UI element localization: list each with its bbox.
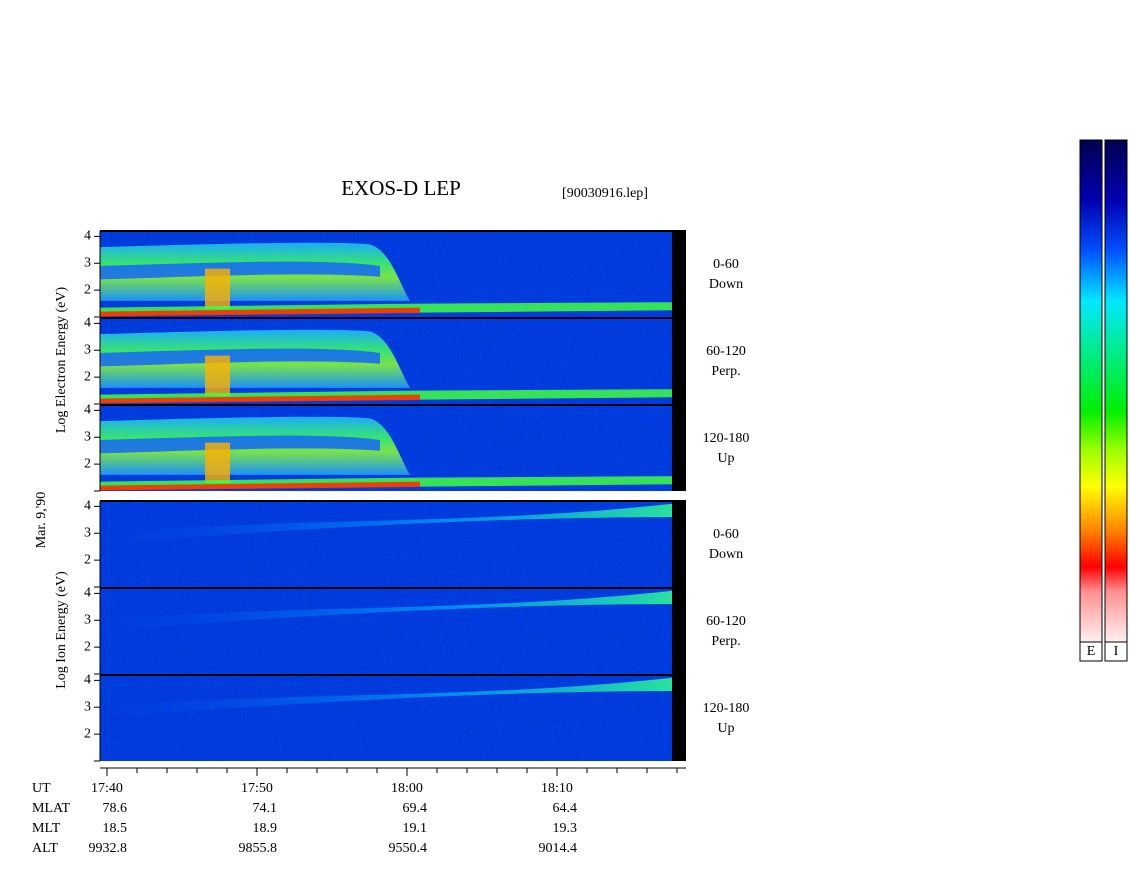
- data-gap: [672, 318, 686, 404]
- y-tick-label: 2: [84, 639, 91, 654]
- spectrogram-feature: [100, 261, 380, 280]
- spectrogram-feature: [100, 348, 380, 367]
- y-tick-label: 2: [84, 282, 91, 297]
- spectrogram-feature: [100, 394, 420, 404]
- file-name: [90030916.lep]: [562, 186, 648, 201]
- panel-range: 0-60: [713, 527, 739, 542]
- y-tick-label: 3: [84, 255, 91, 270]
- orbit-value: 18.5: [103, 821, 128, 836]
- colorbar-ion: [1104, 139, 1128, 643]
- panel-range: 60-120: [706, 344, 746, 359]
- orbit-value: 19.1: [403, 821, 428, 836]
- colorbar-label: E: [1087, 644, 1096, 659]
- row-label: UT: [32, 781, 51, 796]
- title: EXOS-D LEP: [341, 176, 461, 200]
- data-gap: [672, 405, 686, 491]
- panel-direction: Down: [709, 277, 743, 292]
- spectrogram-feature: [100, 435, 380, 454]
- data-gap: [672, 588, 686, 674]
- panel-range: 60-120: [706, 614, 746, 629]
- panel-range: 120-180: [703, 701, 750, 716]
- spectrogram-feature: [205, 268, 230, 309]
- y-tick-label: 2: [84, 726, 91, 741]
- spectrogram-feature: [100, 503, 672, 544]
- spectrogram-feature: [205, 355, 230, 396]
- spectrogram-feature: [100, 677, 672, 718]
- data-gap: [672, 231, 686, 317]
- colorbar-electron: [1079, 139, 1103, 643]
- orbit-value: 69.4: [403, 801, 428, 816]
- y-tick-label: 4: [84, 403, 91, 418]
- y-tick-label: 2: [84, 369, 91, 384]
- orbit-value: 9855.8: [239, 841, 278, 856]
- orbit-value: 74.1: [253, 801, 278, 816]
- panel-direction: Perp.: [711, 364, 740, 379]
- orbit-value: 18.9: [253, 821, 278, 836]
- x-tick-label: 17:50: [241, 781, 273, 796]
- spectrogram-feature: [100, 481, 420, 491]
- data-gap: [672, 501, 686, 587]
- y-tick-label: 3: [84, 525, 91, 540]
- y-tick-label: 4: [84, 586, 91, 601]
- panel-direction: Up: [717, 451, 734, 466]
- colorbar-label-box: [1104, 641, 1128, 662]
- ion-axis-label: Log Ion Energy (eV): [54, 571, 69, 689]
- orbit-value: 9014.4: [539, 841, 578, 856]
- row-label: MLT: [32, 821, 61, 836]
- y-tick-label: 3: [84, 699, 91, 714]
- panel-range: 0-60: [713, 257, 739, 272]
- orbit-value: 9550.4: [389, 841, 428, 856]
- y-tick-label: 2: [84, 552, 91, 567]
- panel-direction: Up: [717, 721, 734, 736]
- orbit-value: 78.6: [103, 801, 128, 816]
- colorbar-label: I: [1114, 644, 1119, 659]
- data-gap: [672, 675, 686, 761]
- y-tick-label: 2: [84, 456, 91, 471]
- colorbar-label-box: [1079, 641, 1103, 662]
- orbit-value: 64.4: [553, 801, 578, 816]
- orbit-value: 9932.8: [89, 841, 128, 856]
- row-label: ALT: [32, 841, 58, 856]
- panel-range: 120-180: [703, 431, 750, 446]
- row-label: MLAT: [32, 801, 71, 816]
- spectrogram-feature: [100, 307, 420, 317]
- electron-axis-label: Log Electron Energy (eV): [54, 287, 69, 434]
- y-tick-label: 4: [84, 499, 91, 514]
- spectrogram-feature: [205, 442, 230, 483]
- panel-direction: Perp.: [711, 634, 740, 649]
- x-tick-label: 18:00: [391, 781, 423, 796]
- x-tick-label: 18:10: [541, 781, 573, 796]
- spectrogram-feature: [100, 590, 672, 631]
- y-tick-label: 3: [84, 429, 91, 444]
- x-tick-label: 17:40: [91, 781, 123, 796]
- panel-direction: Down: [709, 547, 743, 562]
- orbit-value: 19.3: [553, 821, 578, 836]
- date-label: Mar. 9,'90: [34, 492, 49, 549]
- y-tick-label: 4: [84, 229, 91, 244]
- y-tick-label: 3: [84, 612, 91, 627]
- y-tick-label: 4: [84, 316, 91, 331]
- y-tick-label: 4: [84, 673, 91, 688]
- y-tick-label: 3: [84, 342, 91, 357]
